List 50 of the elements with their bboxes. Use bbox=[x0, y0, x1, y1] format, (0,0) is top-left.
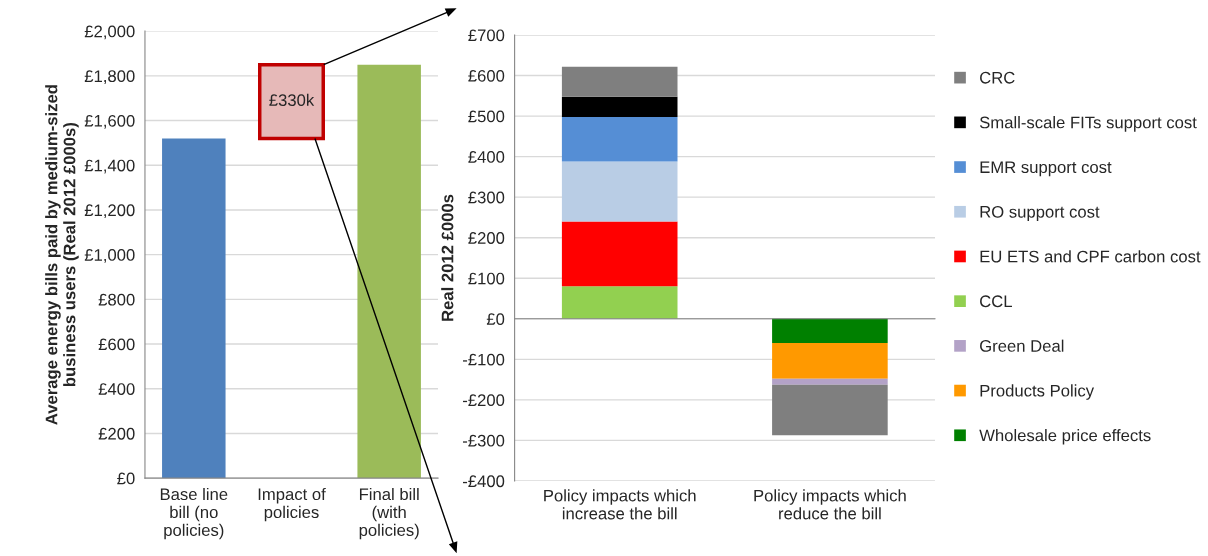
bar bbox=[561, 221, 678, 287]
y-tick-label: £2,000 bbox=[84, 25, 135, 40]
y-tick-label: £600 bbox=[98, 338, 135, 351]
bar bbox=[561, 116, 678, 162]
y-tick-label: £300 bbox=[468, 191, 505, 204]
y-tick-label: -£200 bbox=[463, 394, 505, 407]
y-tick-label: £1,000 bbox=[84, 249, 135, 263]
y-axis-title: Average energy bills paid by medium-sized business users (Real 2012 £000s) bbox=[45, 85, 79, 425]
x-tick-label: Impact of policies bbox=[258, 487, 326, 522]
y-tick-label: £1,800 bbox=[84, 70, 135, 85]
y-tick-label: £100 bbox=[468, 272, 505, 285]
legend-label: Small-scale FITs support cost bbox=[979, 116, 1197, 132]
y-tick-label: -£300 bbox=[463, 434, 505, 447]
bar bbox=[561, 161, 678, 222]
x-tick-label: Base line bill (no policies) bbox=[160, 487, 228, 540]
legend-label: RO support cost bbox=[980, 205, 1100, 222]
y-tick-label: £700 bbox=[468, 29, 505, 42]
y-tick-label: £1,200 bbox=[84, 204, 135, 219]
data-label: £330k bbox=[269, 93, 315, 107]
y-tick-label: £800 bbox=[98, 293, 135, 306]
x-tick-label: Policy impacts which increase the bill bbox=[544, 489, 696, 520]
y-tick-label: £200 bbox=[98, 427, 135, 440]
legend-label: CCL bbox=[980, 295, 1012, 308]
y-tick-label: £0 bbox=[486, 313, 505, 325]
bar bbox=[772, 318, 888, 344]
y-tick-label: £1,400 bbox=[84, 159, 135, 174]
x-tick-label: Final bill (with policies) bbox=[359, 487, 419, 540]
bar bbox=[772, 378, 888, 385]
legend-label: EMR support cost bbox=[980, 161, 1112, 177]
x-tick-label: Policy impacts which reduce the bill bbox=[754, 489, 906, 520]
legend-label: CRC bbox=[980, 71, 1015, 84]
bar bbox=[772, 343, 888, 379]
legend-label: Products Policy bbox=[980, 384, 1095, 400]
bar bbox=[772, 384, 888, 436]
y-tick-label: £0 bbox=[117, 472, 135, 485]
bar bbox=[561, 96, 678, 117]
bar bbox=[561, 286, 678, 319]
y-tick-label: £500 bbox=[468, 110, 505, 123]
y-tick-label: £400 bbox=[468, 151, 505, 163]
y-axis-title: Real 2012 £000s bbox=[441, 194, 454, 321]
legend-label: Green Deal bbox=[980, 339, 1064, 352]
y-tick-label: £600 bbox=[468, 69, 505, 82]
y-tick-label: -£100 bbox=[463, 353, 505, 366]
bar bbox=[561, 66, 678, 97]
legend-label: Wholesale price effects bbox=[979, 429, 1151, 445]
y-tick-label: £200 bbox=[468, 232, 505, 244]
y-tick-label: £1,600 bbox=[84, 114, 135, 129]
y-tick-label: £400 bbox=[98, 383, 135, 395]
legend-label: EU ETS and CPF carbon cost bbox=[980, 250, 1201, 263]
y-tick-label: -£400 bbox=[463, 475, 505, 488]
